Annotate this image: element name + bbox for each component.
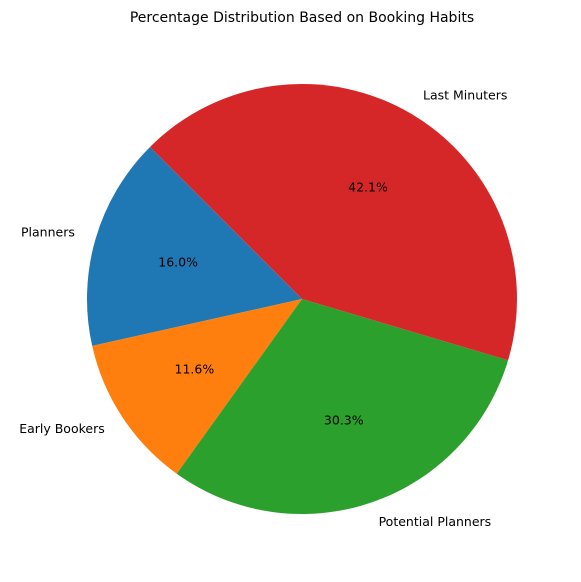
category-label: Planners xyxy=(21,225,75,240)
pie-slices xyxy=(86,83,518,514)
percentage-label: 16.0% xyxy=(158,255,198,270)
chart-title: Percentage Distribution Based on Booking… xyxy=(130,10,474,26)
category-label: Potential Planners xyxy=(379,514,492,529)
pie-slice-last-minuters xyxy=(149,83,518,361)
percentage-label: 11.6% xyxy=(175,362,215,377)
category-label: Early Bookers xyxy=(19,421,105,436)
pie-slice-early-bookers xyxy=(92,299,303,474)
percentage-label: 30.3% xyxy=(324,413,364,428)
pie-slice-planners xyxy=(86,146,302,346)
pie-slice-potential-planners xyxy=(176,299,509,514)
pie-labels: Planners 16.0% Early Bookers 11.6% Potential… xyxy=(19,87,507,529)
percentage-label: 42.1% xyxy=(348,180,388,195)
category-label: Last Minuters xyxy=(423,87,507,102)
